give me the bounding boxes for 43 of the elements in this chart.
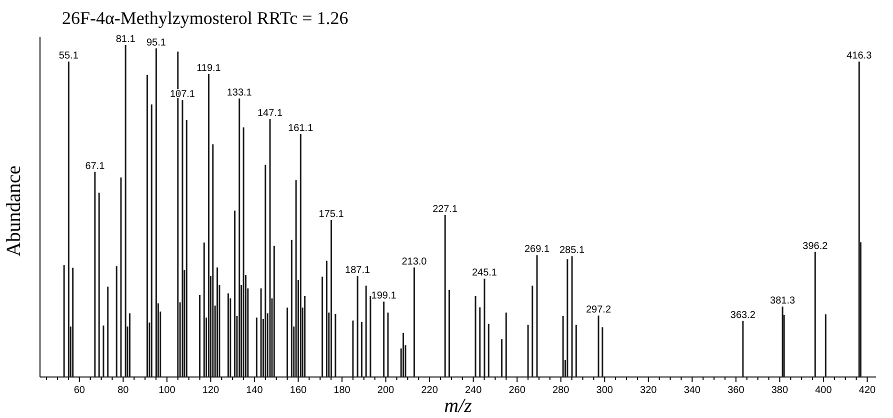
x-tick-label: 260 <box>508 385 526 396</box>
x-tick-label: 360 <box>728 385 745 396</box>
x-tick-label: 280 <box>552 385 570 396</box>
x-tick-label: 80 <box>118 385 130 396</box>
x-tick-label: 180 <box>334 385 351 396</box>
x-tick-label: 160 <box>290 385 308 396</box>
annotation: 269.1 <box>524 244 550 256</box>
annotation: 147.1 <box>257 108 283 120</box>
chart-title: 26F-4α-Methylzymosterol RRTc = 1.26 <box>62 8 348 28</box>
annotation: 133.1 <box>226 87 252 98</box>
x-tick-label: 420 <box>858 385 876 396</box>
y-axis-title: Abundance <box>3 165 25 257</box>
x-tick-label: 220 <box>421 385 438 396</box>
annotation: 297.2 <box>586 304 612 316</box>
annotation: 67.1 <box>85 160 106 172</box>
annotation: 81.1 <box>116 34 136 45</box>
x-tick-label: 340 <box>684 385 701 396</box>
x-tick-label: 120 <box>202 385 220 396</box>
annotation: 227.1 <box>432 204 458 215</box>
annotation: 396.2 <box>802 240 828 252</box>
x-tick-label: 380 <box>771 385 788 396</box>
annotation: 175.1 <box>318 208 344 220</box>
annotation: 381.3 <box>770 296 796 307</box>
annotation: 213.0 <box>402 256 428 268</box>
annotation: 199.1 <box>371 290 397 302</box>
x-tick-label: 140 <box>246 385 264 396</box>
x-tick-label: 300 <box>596 385 614 396</box>
annotation: 161.1 <box>288 122 314 134</box>
x-tick-label: 200 <box>377 385 395 396</box>
annotation: 363.2 <box>730 310 756 321</box>
x-tick-label: 320 <box>640 385 658 396</box>
annotation: 95.1 <box>146 37 166 48</box>
x-tick-label: 100 <box>158 385 176 396</box>
x-tick-label: 400 <box>815 385 832 396</box>
annotation: 119.1 <box>196 62 222 74</box>
x-axis-title: m/z <box>444 395 472 417</box>
annotation: 187.1 <box>345 265 370 276</box>
annotation: 245.1 <box>472 268 498 279</box>
x-tick-label: 240 <box>464 385 482 396</box>
x-tick-label: 60 <box>74 385 86 396</box>
annotation: 285.1 <box>560 245 585 256</box>
annotation: 55.1 <box>58 50 79 62</box>
annotation: 416.3 <box>846 50 872 62</box>
